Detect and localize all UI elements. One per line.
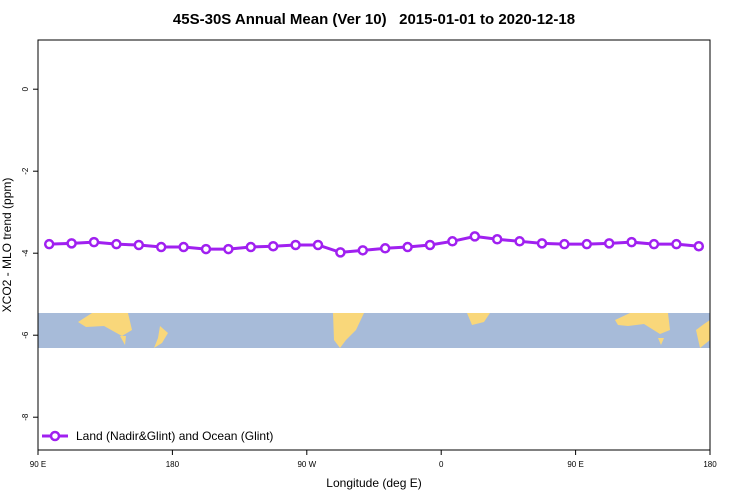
map-strip <box>38 313 710 348</box>
y-tick-label: -4 <box>21 249 30 257</box>
data-point <box>155 241 167 253</box>
chart-title: 45S-30S Annual Mean (Ver 10) 2015-01-01 … <box>173 11 575 28</box>
data-point <box>290 239 301 251</box>
data-point <box>603 238 615 249</box>
x-tick-label: 90 W <box>297 460 316 469</box>
x-tick-label: 90 E <box>30 460 46 469</box>
x-tick-label: 180 <box>166 460 180 469</box>
data-point <box>66 238 77 249</box>
y-tick-label: -6 <box>21 331 30 339</box>
data-point <box>88 236 100 248</box>
data-point <box>491 234 503 245</box>
data-point <box>424 239 436 251</box>
data-point <box>693 240 705 252</box>
data-point <box>514 236 525 247</box>
land <box>696 320 710 348</box>
data-point <box>267 240 279 252</box>
land <box>154 326 168 348</box>
x-axis-label: Longitude (deg E) <box>326 476 421 490</box>
data-point <box>200 243 212 255</box>
data-point <box>402 241 413 253</box>
land <box>78 313 132 336</box>
data-point <box>335 247 346 258</box>
data-point <box>43 238 55 250</box>
data-point <box>581 238 593 250</box>
x-tick-label: 180 <box>703 460 717 469</box>
data-point <box>223 243 234 255</box>
plot-frame <box>37 39 711 451</box>
x-tick-label: 90 E <box>567 460 583 469</box>
land <box>120 336 126 345</box>
land <box>467 313 490 325</box>
ocean <box>38 313 710 348</box>
land <box>658 338 664 345</box>
legend-label: Land (Nadir&Glint) and Ocean (Glint) <box>76 429 273 443</box>
data-point <box>626 236 637 248</box>
data-point <box>447 236 458 247</box>
y-axis-label: XCO2 - MLO trend (ppm) <box>0 178 14 313</box>
data-point <box>379 243 391 254</box>
land <box>615 313 670 334</box>
legend: Land (Nadir&Glint) and Ocean (Glint) <box>42 429 273 443</box>
data-point <box>178 241 189 253</box>
land <box>333 313 364 348</box>
data-point <box>245 241 257 253</box>
data-point <box>469 231 481 242</box>
data-point <box>671 238 682 250</box>
data-point <box>111 238 122 250</box>
x-tick-label: 0 <box>439 460 444 469</box>
data-point <box>133 239 145 251</box>
data-point <box>312 239 324 251</box>
data-point <box>648 238 660 250</box>
data-point <box>357 245 369 256</box>
y-tick-label: -8 <box>21 413 30 421</box>
y-tick-label: 0 <box>21 86 30 91</box>
legend-marker <box>49 430 61 442</box>
data-point <box>536 238 548 249</box>
data-point <box>559 238 570 250</box>
y-tick-label: -2 <box>21 167 30 175</box>
